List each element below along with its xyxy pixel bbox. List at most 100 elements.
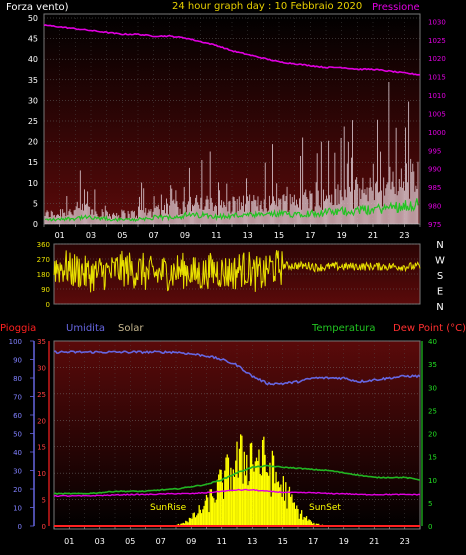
hour-tick-label: 13 [243, 231, 253, 240]
humidity-tick-label: 80 [13, 375, 22, 383]
hour-tick-label: 05 [117, 231, 127, 240]
wind-tick-label: 15 [28, 158, 38, 167]
direction-tick-label: 360 [37, 241, 50, 249]
hour-tick-label: 09 [180, 231, 190, 240]
sunrise-label: SunRise [150, 503, 187, 513]
pressure-tick-label: 980 [428, 203, 441, 211]
temperature-tick-label: 15 [428, 454, 437, 462]
pressure-tick-label: 1030 [428, 18, 446, 26]
page-title: 24 hour graph day : 10 Febbraio 2020 [172, 1, 362, 12]
direction-tick-label: 90 [41, 286, 50, 294]
humidity-line [53, 350, 421, 386]
pressure-tick-label: 1000 [428, 129, 446, 137]
dewpoint-label: Dew Point (°C) [393, 323, 466, 334]
pressure-tick-label: 995 [428, 147, 441, 155]
pressure-axis: 975 980 985 990 995 1000 1005 1010 1015 1020 1025 1… [428, 18, 446, 229]
top-hour-axis: 01 03 05 07 09 11 13 15 17 19 21 23 [43, 224, 421, 240]
wind-tick-label: 5 [33, 199, 38, 208]
hour-tick-label: 23 [399, 231, 409, 240]
hour-tick-label: 05 [125, 537, 135, 546]
hour-tick-label: 21 [369, 537, 379, 546]
humidity-tick-label: 20 [13, 486, 22, 494]
temperature-tick-label: 25 [428, 407, 437, 415]
wind-direction-line [53, 250, 421, 293]
direction-tick-label: 180 [37, 271, 50, 279]
rain-tick-label: 5 [42, 497, 46, 505]
temperatura-label: Temperatura [311, 323, 376, 334]
wind-tick-label: 35 [28, 76, 38, 85]
hour-tick-label: 11 [211, 231, 221, 240]
wind-tick-label: 50 [28, 14, 38, 23]
wind-tick-label: 20 [28, 138, 38, 147]
pressure-tick-label: 990 [428, 166, 441, 174]
dewpoint-line [53, 488, 421, 498]
pressure-tick-label: 1015 [428, 74, 446, 82]
humidity-tick-label: 60 [13, 412, 22, 420]
hour-tick-label: 19 [337, 231, 347, 240]
temperature-tick-label: 5 [428, 500, 432, 508]
direction-tick-label: 0 [46, 301, 50, 309]
rain-tick-label: 30 [37, 364, 46, 372]
pressure-tick-label: 1005 [428, 110, 446, 118]
humidity-tick-label: 100 [9, 338, 22, 346]
direction-tick-label: 270 [37, 256, 50, 264]
header-left: Forza vento) [6, 2, 69, 13]
solar-label: Solar [118, 323, 144, 334]
humidity-tick-label: 50 [13, 431, 22, 439]
hour-tick-label: 21 [368, 231, 378, 240]
wind-tick-label: 25 [28, 117, 38, 126]
compass-label: E [437, 287, 443, 298]
pressure-tick-label: 1010 [428, 92, 446, 100]
rain-tick-label: 0 [42, 523, 46, 531]
direction-axis: 0 90 180 270 360 [37, 241, 50, 309]
hour-tick-label: 15 [278, 537, 288, 546]
temperature-tick-label: 10 [428, 477, 437, 485]
compass-label: N [436, 240, 443, 251]
wind-tick-label: 30 [28, 96, 38, 105]
wind-speed-axis: 0 5 10 15 20 25 30 35 40 45 50 [28, 14, 38, 229]
rain-tick-label: 10 [37, 470, 46, 478]
humidity-tick-label: 70 [13, 394, 22, 402]
temperature-tick-label: 30 [428, 384, 437, 392]
rain-tick-label: 25 [37, 391, 46, 399]
solar-series [160, 434, 328, 526]
hour-tick-label: 01 [64, 537, 74, 546]
humidity-tick-label: 90 [13, 357, 22, 365]
humidity-tick-label: 30 [13, 468, 22, 476]
rain-tick-label: 15 [37, 444, 46, 452]
wind-avg-line [44, 198, 419, 223]
wind-tick-label: 0 [33, 220, 38, 229]
humidity-tick-label: 0 [18, 523, 22, 531]
hour-tick-label: 17 [305, 231, 315, 240]
hour-tick-label: 07 [149, 231, 159, 240]
wind-tick-label: 40 [28, 55, 38, 64]
pressure-tick-label: 975 [428, 221, 441, 229]
pressure-tick-label: 1020 [428, 55, 446, 63]
temperature-tick-label: 0 [428, 523, 432, 531]
umidita-label: Umidita [66, 323, 105, 334]
pressure-tick-label: 985 [428, 184, 441, 192]
hour-tick-label: 13 [247, 537, 257, 546]
rain-tick-label: 20 [37, 417, 46, 425]
wind-pressure-grid [44, 14, 420, 225]
humidity-axis: 0 10 20 30 40 50 60 70 80 90 100 [9, 338, 35, 531]
sunset-label: SunSet [309, 503, 341, 513]
rain-tick-label: 35 [37, 338, 46, 346]
compass-label: S [437, 271, 443, 282]
hour-tick-label: 07 [156, 537, 166, 546]
hour-tick-label: 23 [400, 537, 410, 546]
temperature-tick-label: 40 [428, 338, 437, 346]
hour-tick-label: 01 [55, 231, 65, 240]
hour-tick-label: 03 [86, 231, 96, 240]
compass-label: W [435, 256, 445, 267]
humidity-tick-label: 10 [13, 505, 22, 513]
temperature-tick-label: 35 [428, 361, 437, 369]
pioggia-label: Pioggia [0, 323, 36, 334]
hour-tick-label: 17 [308, 537, 318, 546]
pressure-tick-label: 1025 [428, 37, 446, 45]
wind-tick-label: 45 [28, 35, 38, 44]
hour-tick-label: 03 [95, 537, 105, 546]
hour-tick-label: 15 [274, 231, 284, 240]
